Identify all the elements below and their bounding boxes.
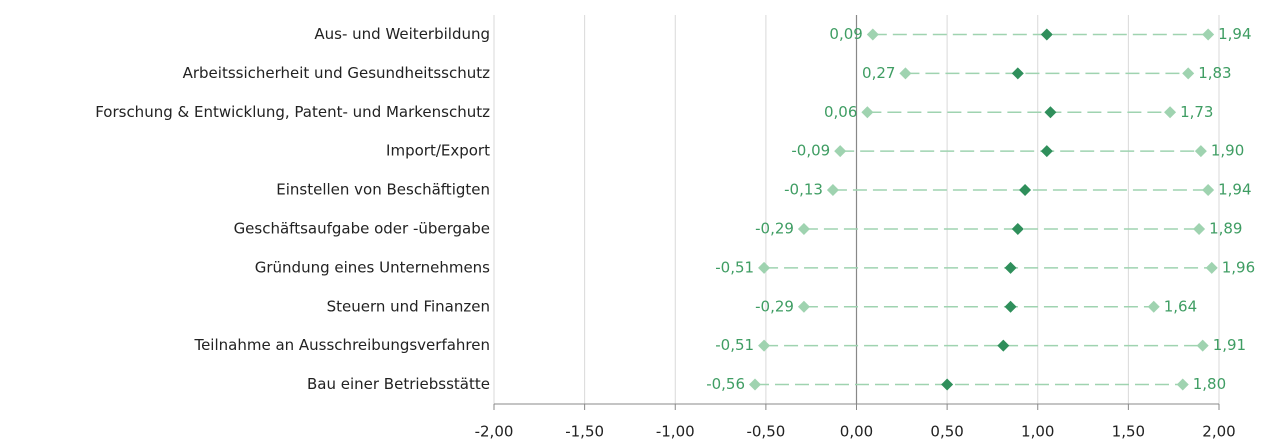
data-label: 1,89	[1209, 219, 1242, 237]
dot	[1202, 184, 1215, 197]
y-tick-label: Geschäftsaufgabe oder -übergabe	[234, 219, 490, 237]
data-label: -0,51	[715, 258, 754, 276]
dot	[1176, 378, 1189, 391]
x-tick-label: 2,00	[1202, 423, 1235, 441]
dot	[1004, 261, 1017, 274]
y-tick-label: Import/Export	[386, 142, 490, 160]
dot	[797, 300, 810, 313]
dot	[899, 67, 912, 80]
dot	[797, 222, 810, 235]
data-label: -0,29	[755, 219, 794, 237]
y-tick-label: Teilnahme an Ausschreibungsverfahren	[193, 336, 490, 354]
data-label: 1,83	[1198, 64, 1231, 82]
y-tick-label: Arbeitssicherheit und Gesundheitsschutz	[183, 64, 491, 82]
x-tick-label: 0,50	[930, 423, 963, 441]
dot	[834, 145, 847, 158]
data-label: 1,91	[1213, 336, 1246, 354]
y-tick-label: Steuern und Finanzen	[327, 297, 490, 315]
data-label: -0,51	[715, 336, 754, 354]
dot	[1044, 106, 1057, 119]
data-label: 1,94	[1218, 25, 1251, 43]
dot	[1182, 67, 1195, 80]
y-tick-label: Aus- und Weiterbildung	[314, 25, 490, 43]
data-label: -0,56	[706, 375, 745, 393]
data-label: 1,73	[1180, 103, 1213, 121]
x-tick-label: 0,00	[840, 423, 873, 441]
data-label: 0,06	[824, 103, 857, 121]
data-label: 1,64	[1164, 297, 1197, 315]
dot	[861, 106, 874, 119]
data-label: 1,94	[1218, 181, 1251, 199]
dot	[941, 378, 954, 391]
x-tick-label: -0,50	[746, 423, 785, 441]
x-tick-label: 1,50	[1112, 423, 1145, 441]
x-tick-label: -1,00	[656, 423, 695, 441]
dot	[1011, 222, 1024, 235]
dot	[997, 339, 1010, 352]
dot	[758, 339, 771, 352]
dot	[1040, 28, 1053, 41]
dot	[758, 261, 771, 274]
x-tick-label: 1,00	[1021, 423, 1054, 441]
dot	[749, 378, 761, 391]
dot	[826, 184, 839, 197]
dot	[1019, 184, 1032, 197]
data-label: 0,09	[829, 25, 862, 43]
dot	[1004, 300, 1017, 313]
dot	[1194, 145, 1207, 158]
dot	[1196, 339, 1209, 352]
data-label: 1,96	[1222, 258, 1255, 276]
data-label: -0,09	[791, 142, 830, 160]
dot	[866, 28, 879, 41]
y-tick-label: Gründung eines Unternehmens	[255, 258, 490, 276]
data-label: -0,13	[784, 181, 823, 199]
x-tick-label: -2,00	[475, 423, 514, 441]
data-label: 1,80	[1193, 375, 1226, 393]
dot	[1040, 145, 1053, 158]
dot	[1193, 222, 1206, 235]
dot	[1205, 261, 1218, 274]
data-label: 0,27	[862, 64, 895, 82]
y-tick-label: Bau einer Betriebsstätte	[307, 375, 490, 393]
dot	[1164, 106, 1177, 119]
data-label: 1,90	[1211, 142, 1244, 160]
x-tick-label: -1,50	[565, 423, 604, 441]
data-label: -0,29	[755, 297, 794, 315]
y-tick-label: Einstellen von Beschäftigten	[276, 181, 490, 199]
dot	[1202, 28, 1215, 41]
dot	[1147, 300, 1160, 313]
y-tick-label: Forschung & Entwicklung, Patent- und Mar…	[95, 103, 490, 121]
dot	[1011, 67, 1024, 80]
